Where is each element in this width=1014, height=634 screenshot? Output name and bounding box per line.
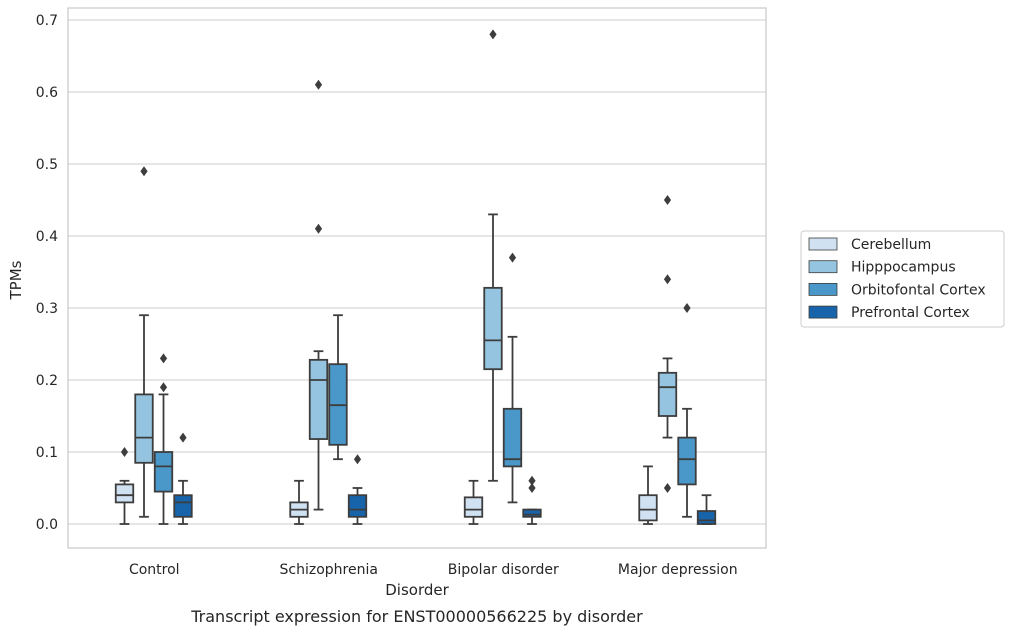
box-iqr [463,496,484,518]
box-4-4 [696,494,717,525]
tick-layer: 0.0 0.1 0.2 0.3 0.4 0.5 0.6 0.7 Control Schizophr… [36,13,738,578]
outlier-point [159,382,168,393]
legend-label: Prefrontal Cortex [851,305,970,321]
box-layer [114,29,717,525]
box-1-1 [114,447,135,525]
outlier-point [663,274,672,285]
box-2-2 [308,79,329,511]
box-iqr [522,508,542,518]
box-3-1 [463,479,484,525]
outlier-point [663,483,672,493]
grid-layer [68,19,766,525]
box-iqr [638,494,658,522]
x-axis-label: Disorder [385,581,449,599]
outlier-point [489,29,497,40]
outlier-point [683,303,691,313]
legend-swatch [808,260,838,274]
box-4-1 [638,465,658,525]
y-tick-label: 0.6 [36,85,58,101]
x-tick-label: Schizophrenia [280,562,378,578]
box-iqr [657,371,678,417]
legend-swatch [808,237,838,251]
outlier-point [120,447,129,457]
box-1-2 [134,166,154,518]
box-3-3 [502,252,523,504]
box-iqr [502,407,523,468]
chart-caption: Transcript expression for ENST0000056622… [190,607,643,626]
outlier-point [140,166,148,177]
box-iqr [677,436,697,486]
box-iqr [308,358,329,440]
legend-frame [800,230,1005,328]
box-iqr [114,483,135,504]
outlier-point [508,252,517,263]
box-2-4 [347,454,368,525]
box-1-3 [153,353,174,525]
box-2-1 [289,479,309,525]
legend-label: Cerebellum [851,237,931,253]
y-axis-label: TPMs [7,260,25,300]
box-4-3 [677,303,697,518]
plot-frame [67,7,767,549]
box-iqr [134,393,154,464]
legend: Cerebellum Hipppocampus Orbitofontal Corte… [800,230,1005,328]
box-iqr [696,510,717,525]
box-iqr [483,286,503,371]
y-tick-label: 0.5 [36,157,58,173]
box-1-4 [173,432,193,525]
outlier-point [314,79,323,90]
legend-swatch [808,282,838,296]
outlier-point [528,475,536,486]
box-2-3 [328,314,348,461]
outlier-point [314,223,323,234]
outlier-point [179,432,187,443]
y-tick-label: 0.7 [36,13,58,29]
x-tick-label: Bipolar disorder [448,562,559,578]
box-iqr [347,494,368,518]
legend-label: Orbitofontal Cortex [851,282,986,298]
outlier-point [159,353,168,364]
y-tick-label: 0.1 [36,445,58,461]
legend-swatch [808,305,838,319]
box-3-2 [483,29,503,482]
legend-label: Hipppocampus [851,260,956,276]
x-tick-label: Control [129,562,180,578]
outlier-point [353,454,362,465]
y-tick-label: 0.4 [36,229,58,245]
box-iqr [153,451,174,493]
y-tick-label: 0.3 [36,301,58,317]
box-iqr [173,494,193,518]
y-tick-label: 0.0 [36,517,58,533]
y-tick-label: 0.2 [36,373,58,389]
outlier-point [663,195,672,205]
x-tick-label: Major depression [618,562,738,578]
box-4-2 [657,195,678,493]
outlier-point [528,483,536,493]
box-3-4 [522,475,542,525]
